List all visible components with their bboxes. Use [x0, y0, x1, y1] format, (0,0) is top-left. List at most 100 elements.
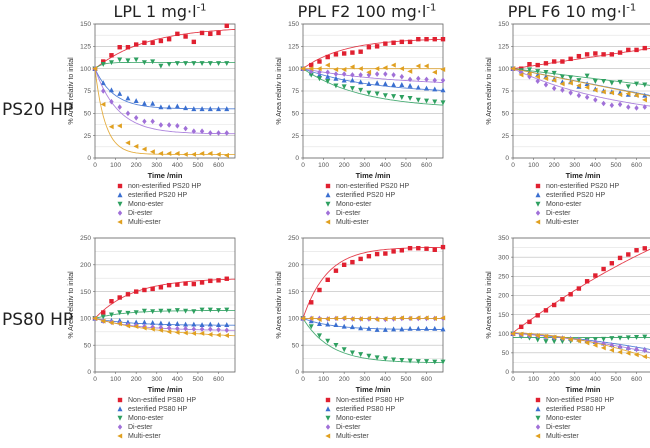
x-tick-label: 500	[611, 162, 622, 169]
data-point	[543, 75, 549, 81]
plot-frame	[94, 237, 236, 373]
data-point	[317, 59, 322, 64]
data-point	[350, 259, 355, 265]
data-point	[432, 77, 437, 84]
legend-label: esterified PS20 HP	[128, 192, 187, 199]
series-mono-ester	[300, 316, 446, 365]
data-point	[391, 94, 397, 100]
data-point	[108, 124, 114, 130]
data-point	[642, 45, 647, 51]
legend-marker	[117, 219, 123, 225]
data-point	[341, 262, 347, 267]
series-non-estified-ps80-hp	[92, 276, 235, 321]
data-point	[316, 76, 322, 82]
y-tick-label: 200	[498, 293, 509, 300]
data-point	[642, 97, 647, 103]
data-point	[199, 61, 205, 67]
data-point	[399, 315, 405, 321]
legend-marker	[325, 406, 331, 412]
legend-marker	[325, 424, 331, 430]
data-point	[216, 106, 222, 112]
data-point	[316, 321, 322, 326]
legend-marker	[325, 183, 331, 189]
legend-label: Mono-ester	[546, 201, 582, 208]
data-point	[166, 122, 172, 128]
data-point	[424, 98, 430, 104]
data-point	[142, 287, 147, 293]
data-point	[601, 266, 606, 272]
plot-frame	[512, 237, 650, 373]
data-point	[366, 90, 372, 96]
x-tick-label: 300	[569, 376, 580, 383]
data-point	[584, 84, 590, 90]
data-point	[207, 307, 213, 313]
y-tick-label: 50	[292, 342, 300, 349]
y-tick-label: 150	[498, 21, 509, 28]
legend-marker	[117, 424, 123, 430]
series-multi-ester	[510, 66, 650, 103]
fit-line	[94, 278, 235, 319]
y-tick-label: 0	[295, 155, 299, 162]
data-point	[535, 74, 540, 80]
legend-marker	[535, 406, 541, 412]
data-point	[440, 315, 446, 321]
fit-line	[302, 317, 443, 331]
data-point	[308, 324, 314, 330]
series-mono-ester	[92, 307, 235, 322]
data-point	[224, 276, 229, 281]
data-point	[133, 143, 139, 149]
legend-label: Mono-ester	[336, 201, 372, 208]
data-point	[149, 149, 155, 155]
y-axis-label: % Area relativ to inital	[68, 271, 75, 339]
data-point	[224, 106, 230, 112]
y-tick-label: 100	[288, 66, 299, 73]
data-point	[391, 249, 396, 254]
legend-label: Multi-ester	[128, 433, 161, 440]
data-point	[374, 44, 380, 49]
data-point	[399, 326, 405, 332]
y-tick-label: 25	[292, 133, 300, 140]
data-point	[100, 80, 106, 86]
series-multi-ester	[92, 315, 235, 339]
data-point	[551, 339, 557, 345]
legend-marker	[325, 415, 331, 421]
data-point	[519, 324, 524, 330]
data-point	[609, 347, 615, 353]
data-point	[543, 70, 549, 75]
fit-line	[94, 68, 235, 110]
data-point	[567, 80, 573, 86]
data-point	[166, 62, 172, 67]
data-point	[92, 66, 98, 72]
data-point	[374, 251, 380, 257]
data-point	[633, 92, 639, 98]
y-tick-label: 50	[84, 111, 92, 118]
data-point	[416, 75, 421, 82]
y-tick-label: 150	[80, 21, 91, 28]
data-point	[224, 61, 230, 67]
data-point	[308, 72, 314, 78]
legend-label: Mono-ester	[128, 201, 164, 208]
data-point	[424, 246, 429, 251]
data-point	[166, 321, 172, 326]
data-point	[182, 151, 188, 157]
data-point	[199, 307, 205, 313]
data-point	[166, 329, 172, 335]
data-point	[216, 61, 222, 67]
data-point	[357, 316, 363, 322]
x-tick-label: 200	[339, 162, 350, 169]
series-non-esterified-ps20-hp	[300, 36, 446, 71]
data-point	[333, 315, 339, 321]
data-point	[325, 338, 331, 344]
series-di-ester	[300, 315, 446, 323]
data-point	[125, 319, 131, 325]
data-point	[440, 100, 446, 106]
data-point	[609, 336, 615, 342]
data-point	[100, 62, 106, 67]
data-point	[316, 333, 322, 339]
data-point	[333, 343, 339, 348]
data-point	[199, 151, 205, 157]
data-point	[174, 321, 180, 326]
data-point	[543, 81, 549, 88]
data-point	[309, 62, 314, 68]
x-tick-label: 400	[590, 162, 601, 169]
